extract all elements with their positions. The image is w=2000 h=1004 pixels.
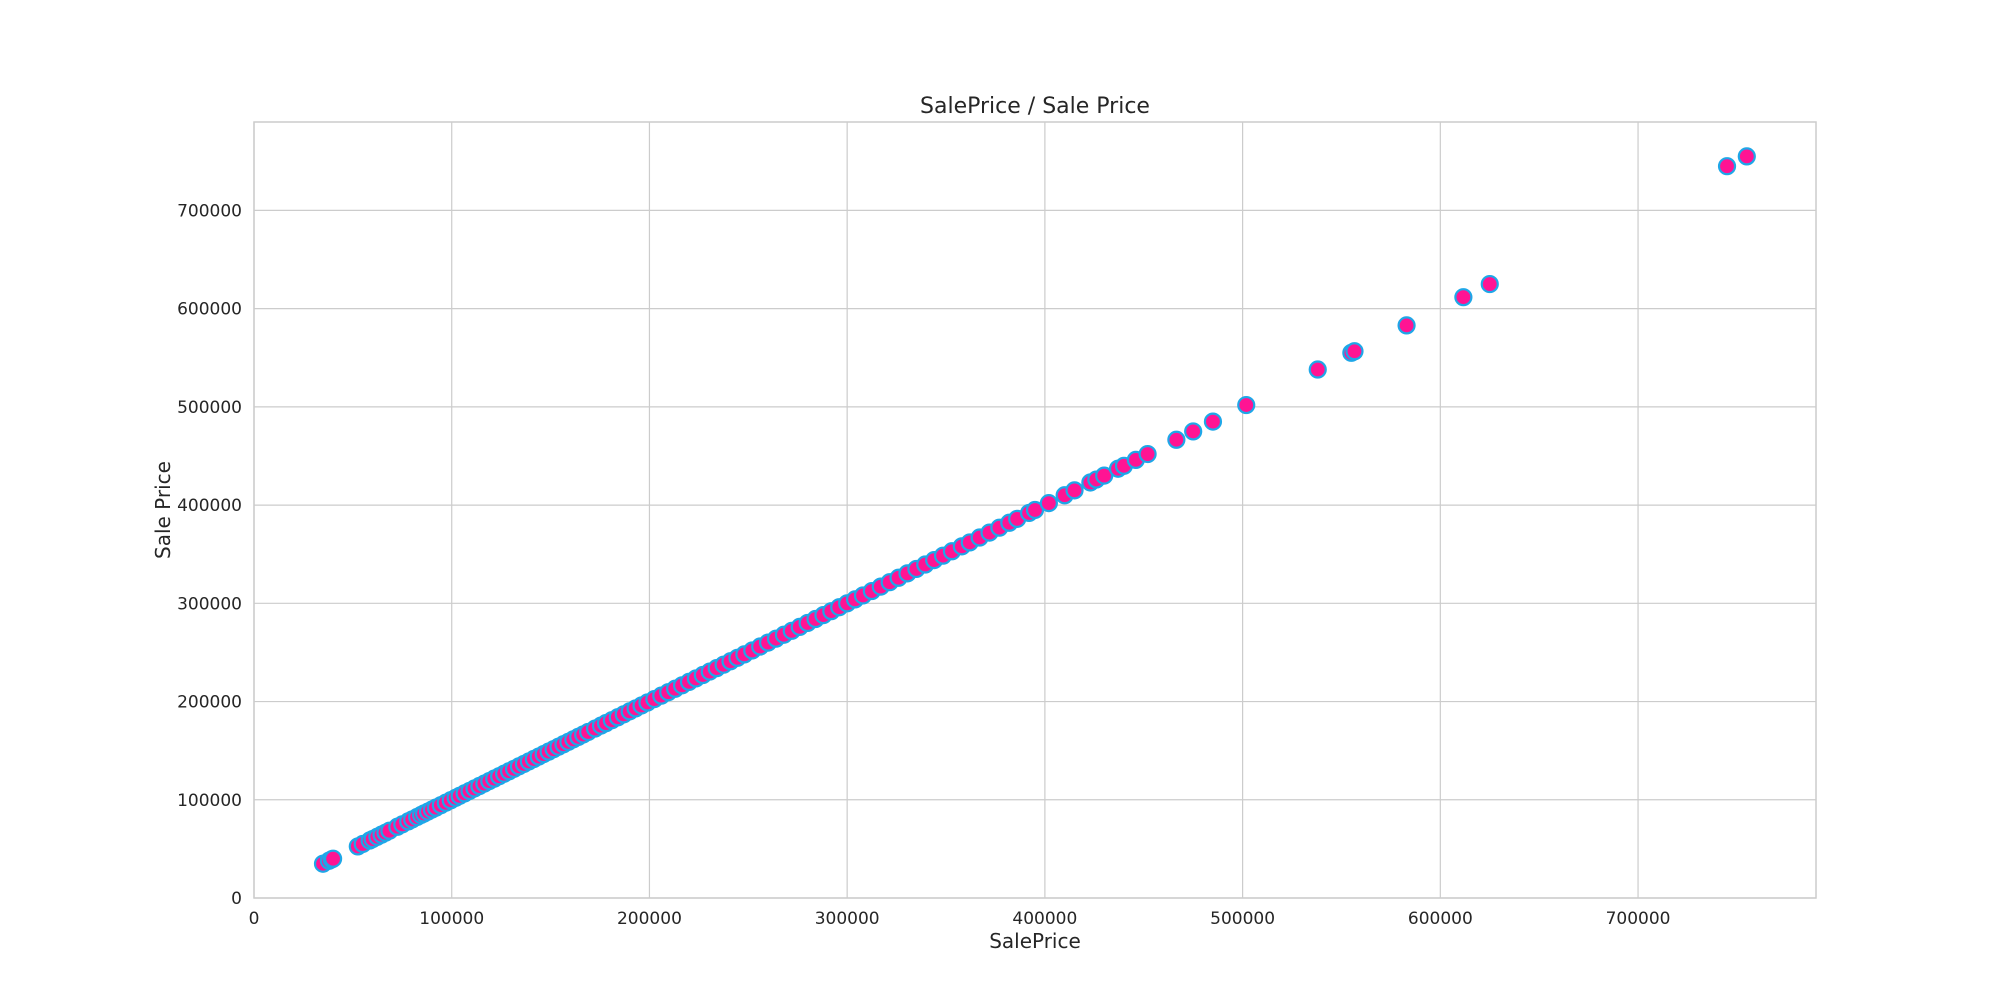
y-axis-label: Sale Price: [151, 461, 175, 559]
y-tick-label: 400000: [177, 496, 242, 516]
y-tick-label: 500000: [177, 398, 242, 418]
x-tick-label: 0: [249, 909, 260, 929]
x-tick-label: 600000: [1408, 909, 1473, 929]
x-tick-label: 700000: [1606, 909, 1671, 929]
data-point: [1345, 342, 1364, 361]
x-axis-label: SalePrice: [989, 929, 1081, 953]
data-point: [1237, 395, 1256, 415]
data-point: [323, 849, 343, 868]
data-point: [1454, 288, 1473, 307]
x-tick-label: 300000: [815, 909, 880, 929]
data-point: [1039, 494, 1058, 513]
y-tick-label: 600000: [177, 300, 242, 320]
x-tick-label: 500000: [1210, 909, 1275, 929]
data-point: [1167, 430, 1186, 449]
y-tick-label: 300000: [177, 594, 242, 614]
data-point: [1737, 147, 1756, 166]
x-tick-label: 400000: [1012, 909, 1077, 929]
y-tick-label: 100000: [177, 791, 242, 811]
y-tick-label: 700000: [177, 201, 242, 221]
x-tick-label: 100000: [419, 909, 484, 929]
data-point: [1480, 274, 1499, 294]
data-point: [1065, 481, 1084, 500]
data-point: [1203, 412, 1223, 431]
data-point: [1308, 360, 1327, 379]
y-tick-label: 200000: [177, 693, 242, 713]
chart-title: SalePrice / Sale Price: [920, 94, 1150, 119]
data-point: [1138, 444, 1157, 464]
y-tick-label: 0: [231, 889, 242, 909]
plot-frame: [253, 121, 1817, 899]
x-tick-label: 200000: [617, 909, 682, 929]
data-point: [1717, 157, 1737, 176]
data-point: [1184, 422, 1203, 441]
data-point: [1397, 316, 1416, 335]
